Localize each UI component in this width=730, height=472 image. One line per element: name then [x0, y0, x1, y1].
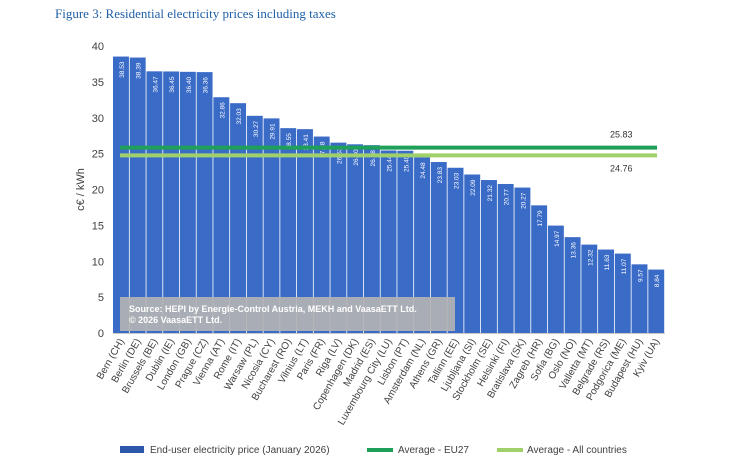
bar — [246, 115, 263, 334]
source-box — [120, 297, 455, 331]
bar-value-label: 8.84 — [654, 274, 661, 287]
bar — [547, 225, 564, 333]
bar — [430, 162, 447, 333]
bar-value-label: 36.40 — [186, 76, 193, 93]
y-tick-label: 20 — [92, 185, 104, 197]
bar-value-label: 29.91 — [270, 123, 277, 140]
bar — [497, 183, 514, 333]
y-tick-label: 15 — [92, 220, 104, 232]
bar-value-label: 13.36 — [571, 242, 578, 259]
bar-value-label: 38.39 — [136, 62, 143, 79]
bar — [313, 136, 330, 333]
all-countries-average-label: 24.76 — [610, 163, 633, 173]
bar-value-label: 11.07 — [621, 258, 628, 274]
bar — [129, 57, 146, 333]
bar — [464, 174, 481, 333]
bar-value-label: 26.18 — [370, 150, 377, 167]
y-tick-label: 10 — [92, 256, 104, 268]
bar — [179, 71, 196, 333]
bar — [447, 167, 464, 333]
bar-value-label: 20.77 — [504, 189, 511, 206]
y-tick-label: 30 — [92, 113, 104, 125]
bar-value-label: 17.79 — [537, 210, 544, 227]
bar-value-label: 28.41 — [303, 134, 310, 151]
bar — [648, 269, 665, 333]
y-tick-label: 0 — [98, 328, 104, 340]
bar — [297, 129, 313, 333]
bar — [196, 72, 213, 333]
bar-value-label: 21.32 — [487, 185, 494, 202]
bar — [146, 71, 163, 333]
y-tick-label: 5 — [98, 292, 104, 304]
bar — [631, 264, 648, 333]
y-axis-label: c€ / kWh — [75, 168, 87, 211]
legend-bar-label: End-user electricity price (January 2026… — [150, 445, 330, 456]
bar — [113, 56, 129, 334]
bar — [263, 118, 280, 333]
bar-value-label: 38.53 — [119, 61, 126, 78]
bar-value-label: 32.86 — [219, 102, 226, 119]
source-note: Source: HEPI by Energie-Control Austria,… — [129, 304, 417, 314]
bar — [363, 145, 380, 333]
bar — [564, 237, 581, 333]
bar — [531, 205, 548, 333]
y-tick-label: 35 — [92, 77, 104, 89]
bar-value-label: 28.55 — [286, 133, 293, 150]
bar — [230, 103, 247, 333]
bar-value-label: 25.44 — [387, 155, 394, 172]
bar-value-label: 22.09 — [470, 179, 477, 196]
bar-value-label: 23.83 — [437, 167, 444, 184]
bar-value-label: 14.97 — [554, 230, 561, 247]
bar — [414, 157, 431, 333]
bar — [347, 144, 364, 333]
bar — [581, 244, 598, 333]
bar-value-label: 32.03 — [236, 108, 243, 125]
y-tick-label: 25 — [92, 149, 104, 161]
bar-value-label: 12.32 — [587, 249, 594, 266]
bar-value-label: 36.36 — [203, 77, 210, 94]
bar — [598, 249, 615, 333]
legend-bar-swatch — [120, 446, 144, 453]
legend-all-swatch — [497, 448, 523, 452]
bar-value-label: 30.27 — [253, 120, 260, 137]
bar-value-label: 36.47 — [152, 76, 159, 93]
legend-eu27-label: Average - EU27 — [398, 445, 469, 456]
copyright-note: © 2026 VaasaETT Ltd. — [129, 315, 222, 325]
figure-title: Figure 3: Residential electricity prices… — [55, 6, 336, 21]
legend-eu27-swatch — [367, 448, 393, 452]
bar-value-label: 24.48 — [420, 162, 427, 179]
bar-value-label: 25.40 — [403, 155, 410, 172]
y-tick-label: 40 — [92, 41, 104, 53]
bar — [280, 128, 297, 333]
bar-value-label: 20.27 — [520, 192, 527, 209]
bar — [481, 180, 497, 333]
bar-value-label: 36.45 — [169, 76, 176, 93]
bar — [163, 71, 180, 333]
bar — [614, 253, 631, 333]
bar-value-label: 11.63 — [604, 254, 611, 270]
eu27-average-label: 25.83 — [610, 130, 633, 140]
legend-all-label: Average - All countries — [527, 445, 627, 456]
bar-value-label: 9.57 — [638, 269, 645, 282]
bar — [397, 150, 414, 333]
bar-value-label: 23.03 — [454, 172, 461, 189]
bar — [330, 142, 347, 333]
bar — [380, 150, 397, 333]
bar — [514, 187, 531, 333]
